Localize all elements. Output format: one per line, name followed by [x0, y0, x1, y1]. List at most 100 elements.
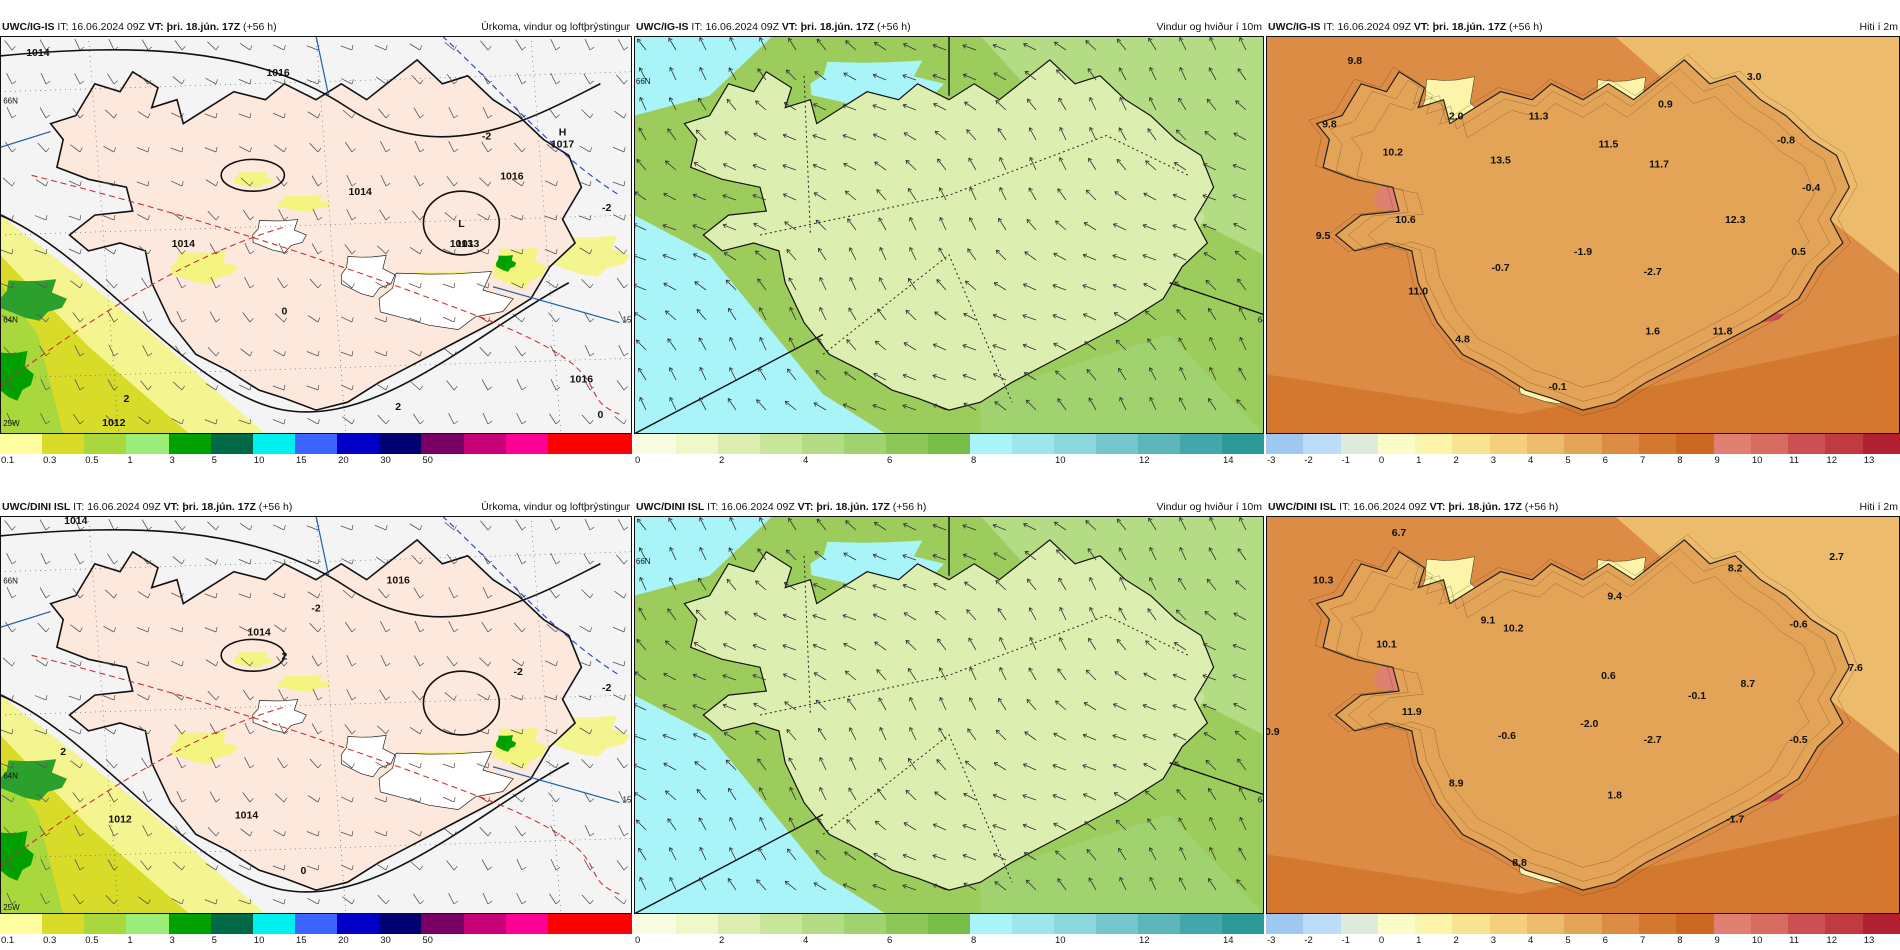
init-time: 16.06.2024 09Z — [87, 501, 161, 513]
colorbar-segment — [1340, 914, 1378, 934]
colorbar-tick-label: 1 — [1416, 935, 1422, 946]
colorbar-segment — [1788, 914, 1826, 934]
colorbar-ticks: -3 -2 -1 0 1 2 3 4 5 6 7 8 9 10 11 12 13 — [1266, 935, 1900, 949]
map-view[interactable]: 1014 1016 1016 1014 1014 1013 1012 1016 H 1017 L 10… — [0, 36, 632, 434]
colorbar-tick-label: 6 — [1602, 935, 1608, 946]
map-view[interactable]: 9.8 9.8 2.0 10.2 11.3 0.9 3.0 13.5 11.5 11.7 -0.8 -… — [1266, 36, 1900, 434]
colorbar-tick-label: -1 — [1341, 935, 1351, 946]
panel-header: UWC/DINI ISL IT: 16.06.2024 09Z VT: þri.… — [0, 498, 632, 516]
colorbar-segment — [1750, 434, 1789, 454]
isobars — [0, 48, 601, 413]
colorbar-precip — [0, 434, 633, 454]
colorbar-segment — [1054, 434, 1096, 454]
colorbar-tick-label: 4 — [1528, 935, 1534, 946]
colorbar-segment — [1180, 914, 1222, 934]
colorbar-segment — [634, 914, 676, 934]
init-time: 16.06.2024 09Z — [1353, 501, 1427, 513]
it-label: IT: — [57, 21, 69, 33]
isobars — [0, 528, 601, 893]
map-value-label: 66N — [636, 77, 651, 86]
colorbar-tick-label: 3 — [1490, 935, 1497, 946]
colorbar-segment — [1303, 914, 1341, 934]
map-value-label: 10.1 — [1376, 638, 1397, 650]
colorbar-tick-label: 30 — [380, 935, 391, 946]
colorbar-tick-label: 7 — [1639, 455, 1646, 466]
colorbar-segment — [1564, 434, 1602, 454]
map-value-label: 11.8 — [1713, 326, 1733, 338]
map-value-label: 1012 — [102, 417, 126, 429]
colorbar-tick-label: 6 — [1602, 455, 1608, 466]
map-value-label: -0.6 — [1790, 618, 1808, 630]
map-view[interactable]: 6.7 10.3 9.1 10.1 10.2 9.4 8.2 2.7 -0.6 0.6 -0.1 8.… — [1266, 516, 1900, 914]
colorbar-tick-label: 3 — [169, 935, 175, 946]
colorbar-tick-label: 0.1 — [1, 455, 15, 466]
colorbar-segment — [844, 914, 886, 934]
colorbar-segment — [1012, 434, 1054, 454]
map-value-label: -0.4 — [1802, 182, 1820, 194]
map-frame — [0, 516, 632, 914]
colorbar-tick-label: -3 — [1267, 935, 1276, 946]
colorbar-tick-label: 5 — [211, 935, 217, 946]
region-boundaries — [759, 75, 1189, 403]
map-view[interactable]: 66N 64N — [634, 516, 1264, 914]
map-value-label: 64N — [3, 772, 18, 781]
map-view[interactable]: 66N 64N — [634, 36, 1264, 434]
colorbar-tick-label: 20 — [338, 935, 349, 946]
colorbar-segment — [760, 434, 802, 454]
lead-time: (+56 h) — [258, 501, 293, 513]
colorbar-segment — [126, 914, 169, 934]
map-value-label: 64N — [3, 316, 18, 325]
wind-arrows — [634, 36, 1247, 411]
lead-time: (+56 h) — [892, 501, 927, 513]
map-value-labels: 6.7 10.3 9.1 10.1 10.2 9.4 8.2 2.7 -0.6 0.6 -0.1 8.… — [1266, 527, 1863, 869]
colorbar-tick-label: 13 — [1863, 455, 1875, 466]
colorbar-segment — [1054, 914, 1096, 934]
colorbar-tick-label: 12 — [1826, 935, 1837, 946]
panel-title: Úrkoma, vindur og loftþrýstingur — [481, 501, 630, 513]
region-boundaries — [759, 555, 1189, 883]
model-name: UWC/DINI ISL — [636, 501, 705, 513]
colorbar-segment — [210, 914, 253, 934]
colorbar-segment — [1862, 434, 1900, 454]
map-view[interactable]: 1014 1016 1014 1012 1014 -2 -2 -2 2 2 0 66N 64N 25W 15… — [0, 516, 632, 914]
map-value-label: H — [559, 127, 567, 139]
map-value-label: 25W — [3, 419, 20, 428]
colorbar-segment — [547, 434, 590, 454]
iceland-coastline — [683, 59, 1215, 411]
colorbar-tick-label: 15 — [295, 935, 307, 946]
panel-header: UWC/IG-IS IT: 16.06.2024 09Z VT: þri. 18… — [0, 18, 632, 36]
colorbar-segment — [1340, 434, 1378, 454]
map-value-label: 0 — [597, 409, 603, 421]
colorbar-segment — [802, 914, 844, 934]
precip-over-land — [170, 171, 547, 330]
colorbar-segment — [1222, 914, 1264, 934]
colorbar-segment — [970, 434, 1012, 454]
map-value-label: -2.0 — [1580, 718, 1598, 730]
colorbar-tick-label: 10 — [1751, 455, 1763, 466]
map-value-label: 25W — [3, 903, 20, 912]
colorbar-tick-label: 14 — [1223, 935, 1234, 946]
colorbar-segment — [1601, 914, 1639, 934]
map-value-label: 1012 — [108, 814, 132, 826]
valid-time: þri. 18.jún. 17Z — [1432, 21, 1507, 33]
colorbar-tick-label: 0 — [635, 455, 641, 466]
colorbar-segment — [1222, 434, 1264, 454]
map-value-label: -2 — [311, 603, 320, 615]
isotherms — [1308, 534, 1858, 896]
panel-header: UWC/DINI ISL IT: 16.06.2024 09Z VT: þri.… — [634, 498, 1264, 516]
map-value-label: 1014 — [64, 516, 88, 527]
map-value-label: 0.9 — [1266, 726, 1280, 738]
colorbar-tick-label: -2 — [1304, 455, 1313, 466]
map-value-label: -0.7 — [1492, 262, 1510, 274]
colorbar-ticks: 0 2 4 6 8 10 12 14 — [634, 455, 1264, 469]
colorbar-segment — [294, 434, 338, 454]
colorbar-segment — [1713, 914, 1751, 934]
wind-arrows — [0, 38, 629, 425]
colorbar-tick-label: 5 — [1565, 455, 1571, 466]
map-value-label: 10.3 — [1313, 575, 1334, 587]
colorbar-segment — [928, 434, 970, 454]
colorbar-segment — [337, 434, 380, 454]
colorbar-segment — [1638, 434, 1677, 454]
colorbar-segment — [1377, 914, 1416, 934]
map-value-labels: 9.8 9.8 2.0 10.2 11.3 0.9 3.0 13.5 11.5 11.7 -0.8 -… — [1316, 55, 1821, 393]
